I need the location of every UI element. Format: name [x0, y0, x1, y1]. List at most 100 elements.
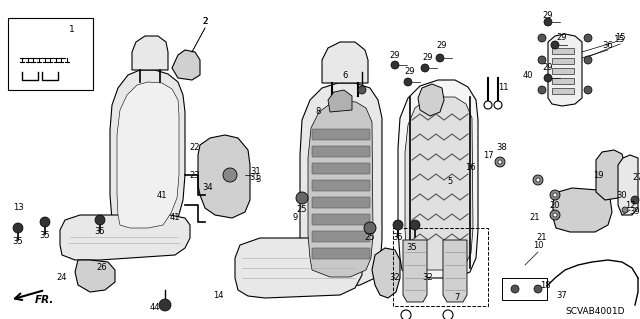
Circle shape [584, 86, 592, 94]
Circle shape [622, 207, 628, 213]
Text: 23: 23 [189, 170, 200, 180]
FancyBboxPatch shape [312, 180, 370, 191]
Text: 7: 7 [454, 293, 460, 302]
Polygon shape [398, 80, 478, 278]
Circle shape [511, 285, 519, 293]
Bar [393, 228, 488, 306]
Circle shape [584, 34, 592, 42]
Text: 41: 41 [170, 213, 180, 222]
Polygon shape [308, 101, 373, 277]
Bar [552, 48, 574, 54]
Text: 25: 25 [297, 205, 307, 214]
Text: 14: 14 [212, 291, 223, 300]
Polygon shape [132, 36, 168, 70]
Circle shape [391, 61, 399, 69]
Bar [552, 68, 574, 74]
Text: 22: 22 [189, 144, 200, 152]
Text: 26: 26 [97, 263, 108, 272]
Text: 16: 16 [465, 164, 476, 173]
Circle shape [40, 217, 50, 227]
Circle shape [550, 210, 560, 220]
Polygon shape [110, 70, 185, 232]
FancyBboxPatch shape [312, 129, 370, 140]
Circle shape [443, 310, 453, 319]
Text: 32: 32 [390, 273, 400, 283]
Text: 9: 9 [292, 213, 298, 222]
Text: 29: 29 [543, 63, 553, 72]
Text: 17: 17 [483, 151, 493, 160]
Text: 35: 35 [393, 234, 403, 242]
Circle shape [13, 223, 23, 233]
Bar [552, 78, 574, 84]
Polygon shape [322, 42, 368, 83]
Text: 8: 8 [316, 108, 321, 116]
Circle shape [484, 101, 492, 109]
Bar [502, 278, 547, 300]
Text: 35: 35 [13, 238, 23, 247]
Text: 31: 31 [251, 167, 261, 176]
Circle shape [393, 220, 403, 230]
Text: 44: 44 [150, 303, 160, 313]
FancyBboxPatch shape [312, 214, 370, 225]
Circle shape [495, 157, 505, 167]
Polygon shape [75, 260, 115, 292]
Text: 29: 29 [390, 50, 400, 60]
Polygon shape [328, 90, 352, 112]
Text: 30: 30 [617, 190, 627, 199]
Text: 35: 35 [40, 231, 51, 240]
Circle shape [551, 41, 559, 49]
Circle shape [95, 215, 105, 225]
Text: 35: 35 [406, 243, 417, 253]
Circle shape [223, 168, 237, 182]
Circle shape [436, 54, 444, 62]
Text: 29: 29 [543, 11, 553, 19]
Circle shape [536, 178, 540, 182]
Text: 32: 32 [422, 273, 433, 283]
Text: 2: 2 [202, 18, 207, 26]
Text: 5: 5 [447, 177, 452, 187]
FancyBboxPatch shape [312, 231, 370, 242]
Polygon shape [117, 82, 179, 228]
Polygon shape [403, 240, 427, 302]
Circle shape [584, 56, 592, 64]
Circle shape [550, 190, 560, 200]
Polygon shape [172, 50, 200, 80]
Text: 40: 40 [523, 70, 533, 79]
Text: 34: 34 [203, 183, 213, 192]
Text: 27: 27 [633, 174, 640, 182]
Text: 25: 25 [365, 234, 375, 242]
Circle shape [494, 101, 502, 109]
Text: 20: 20 [550, 201, 560, 210]
Text: FR.: FR. [35, 295, 54, 305]
Polygon shape [618, 155, 638, 215]
Text: 36: 36 [603, 41, 613, 49]
Polygon shape [418, 84, 444, 116]
Circle shape [498, 160, 502, 164]
Text: 37: 37 [557, 291, 568, 300]
Circle shape [544, 74, 552, 82]
Polygon shape [372, 248, 400, 298]
Circle shape [553, 213, 557, 217]
Text: 24: 24 [57, 273, 67, 283]
Circle shape [364, 222, 376, 234]
Bar [8, 18, 93, 90]
Circle shape [538, 86, 546, 94]
Polygon shape [300, 83, 382, 288]
Polygon shape [405, 97, 473, 270]
Circle shape [631, 196, 639, 204]
Text: 6: 6 [342, 70, 348, 79]
Circle shape [159, 299, 171, 311]
Text: 21: 21 [530, 213, 540, 222]
Text: 15: 15 [614, 35, 626, 44]
Text: 19: 19 [593, 170, 604, 180]
Text: SCVAB4001D: SCVAB4001D [565, 308, 625, 316]
Text: 10: 10 [532, 241, 543, 249]
Polygon shape [548, 34, 582, 106]
Text: 11: 11 [498, 84, 508, 93]
Text: 38: 38 [497, 144, 508, 152]
Text: 29: 29 [423, 54, 433, 63]
Polygon shape [596, 150, 625, 200]
Text: 1: 1 [69, 26, 75, 34]
Text: 41: 41 [157, 190, 167, 199]
Polygon shape [443, 240, 467, 302]
